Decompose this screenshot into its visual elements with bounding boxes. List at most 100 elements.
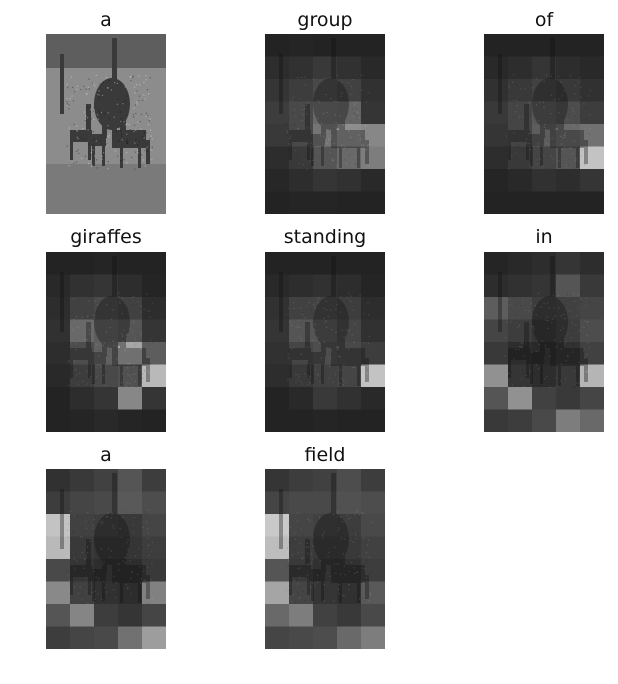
attention-cell [337,319,362,343]
attention-cell [313,319,338,343]
attention-cell [532,56,557,80]
attention-cell [484,297,509,320]
attention-cell [265,274,290,298]
attention-cell [142,559,166,582]
attention-cell [361,169,385,192]
attention-cell [265,469,290,492]
attention-cell [580,319,604,343]
attention-cell [361,604,385,627]
attention-cell [484,387,509,410]
attention-cell [142,469,166,492]
attention-cell [265,169,290,192]
attention-cell [556,34,581,57]
attention-cell [556,79,581,102]
attention-cell [70,559,95,582]
attention-cell [337,101,362,125]
attention-cell [580,191,604,214]
attention-cell [337,274,362,298]
attention-cell [118,364,143,388]
attention-cell [361,342,385,365]
attention-cell [532,342,557,365]
attention-cell [289,491,314,515]
attention-cell [313,101,338,125]
attention-cell [556,56,581,80]
attention-cell [142,626,166,649]
panel-title: standing [283,226,367,248]
attention-cell [580,297,604,320]
panel-title: in [535,226,553,248]
attention-cell [142,342,166,365]
attention-cell [94,342,119,365]
attention-cell [508,34,533,57]
attention-cell [508,297,533,320]
attention-cell [46,604,71,627]
attention-cell [46,342,71,365]
attention-cell [142,409,166,432]
attention-cell [70,319,95,343]
attention-cell [289,409,314,432]
attention-cell [94,409,119,432]
attention-cell [46,491,71,515]
attention-cell [265,604,290,627]
attention-cell [580,342,604,365]
attention-cell [532,409,557,432]
attention-cell [289,604,314,627]
attention-cell [70,364,95,388]
attention-cell [556,342,581,365]
attention-cell [142,581,166,605]
attention-cell [580,364,604,388]
attention-cell [484,252,509,275]
attention-cell [289,319,314,343]
attention-cell [46,469,71,492]
attention-cell [289,297,314,320]
attention-cell [289,387,314,410]
attention-cell [337,469,362,492]
attention-cell [532,79,557,102]
attention-cell [337,146,362,170]
panel-title: of [534,9,554,31]
attention-cell [313,79,338,102]
attention-cell [265,124,290,147]
attention-cell [580,409,604,432]
attention-cell [265,364,290,388]
attention-cell [142,297,166,320]
attention-cell [484,101,509,125]
attention-cell [580,34,604,57]
attention-cell [361,559,385,582]
attention-cell [265,252,290,275]
attention-cell [70,469,95,492]
attention-cell [70,342,95,365]
attention-cell [361,491,385,515]
attention-cell [70,387,95,410]
attention-cell [46,319,71,343]
attention-cell [313,536,338,560]
attention-cell [337,342,362,365]
attention-cell [70,581,95,605]
attention-cell [508,409,533,432]
attention-cell [313,274,338,298]
attention-cell [289,101,314,125]
attention-cell [556,409,581,432]
attention-cell [508,101,533,125]
attention-cell [142,387,166,410]
attention-cell [70,536,95,560]
attention-cell [361,319,385,343]
attention-cell [265,342,290,365]
attention-cell [289,79,314,102]
attention-cell [361,79,385,102]
attention-map [46,252,166,432]
attention-cell [313,387,338,410]
attention-cell [361,409,385,432]
attention-cell [94,491,119,515]
attention-cell [118,297,143,320]
attention-cell [94,626,119,649]
attention-cell [508,342,533,365]
attention-cell [94,559,119,582]
attention-cell [580,252,604,275]
attention-cell [118,387,143,410]
attention-cell [484,364,509,388]
attention-cell [313,491,338,515]
attention-cell [484,409,509,432]
attention-cell [313,297,338,320]
attention-cell [532,252,557,275]
